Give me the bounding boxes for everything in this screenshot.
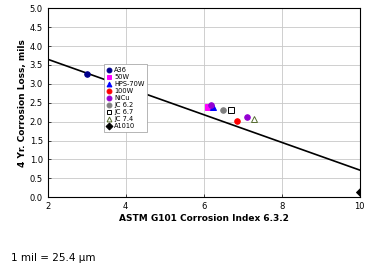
Text: 1 mil = 25.4 μm: 1 mil = 25.4 μm [11,253,95,263]
X-axis label: ASTM G101 Corrosion Index 6.3.2: ASTM G101 Corrosion Index 6.3.2 [119,214,288,223]
Legend: A36, 50W, HPS-70W, 100W, NiCu, JC 6.2, JC 6.7, JC 7.4, A1010: A36, 50W, HPS-70W, 100W, NiCu, JC 6.2, J… [104,64,147,132]
Y-axis label: 4 Yr. Corrosion Loss, mils: 4 Yr. Corrosion Loss, mils [18,39,27,167]
